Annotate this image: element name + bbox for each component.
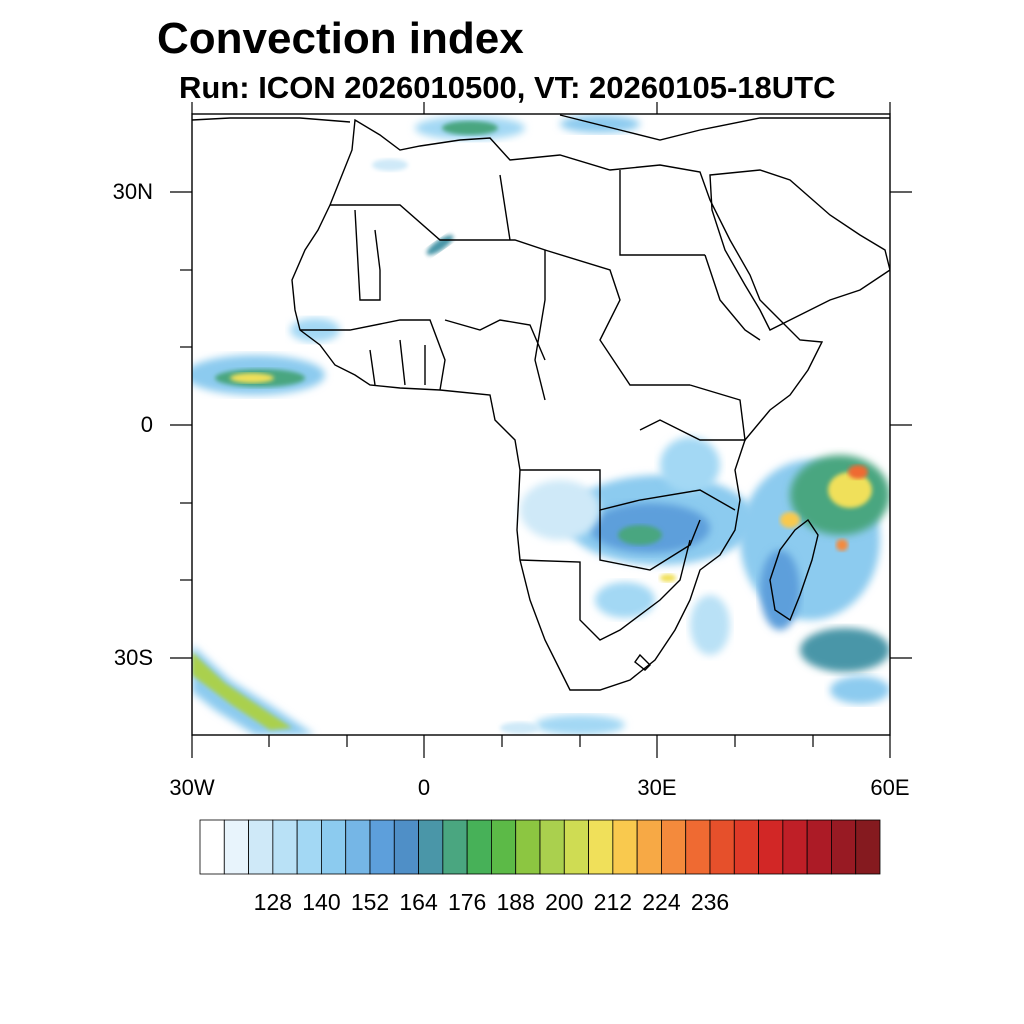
field-blob [660, 574, 676, 582]
border [369, 339, 426, 386]
field-blob [618, 525, 662, 545]
country-borders [192, 114, 890, 691]
x-tick-label: 0 [417, 775, 431, 800]
colorbar-swatch [296, 819, 322, 875]
map-frame [191, 113, 891, 736]
colorbar-tick-label: 224 [642, 889, 681, 915]
chart-title: Convection index [157, 14, 524, 63]
field-blob [426, 234, 454, 256]
colorbar-swatch [855, 819, 881, 875]
border [330, 204, 546, 401]
colorbar-tick-label: 140 [302, 889, 341, 915]
colorbar-swatch [223, 819, 249, 875]
colorbar-swatch [491, 819, 517, 875]
colorbar-swatch [466, 819, 492, 875]
colorbar-swatch [758, 819, 784, 875]
border [520, 469, 736, 511]
colorbar-swatch [588, 819, 614, 875]
field-blob [500, 722, 540, 734]
field-blob [442, 121, 498, 135]
field-blob [372, 159, 408, 171]
colorbar-tick-label: 164 [399, 889, 438, 915]
field-blob [690, 595, 730, 655]
colorbar-swatch [369, 819, 395, 875]
colorbar-swatch [612, 819, 638, 875]
x-tick-label: 30E [637, 775, 677, 800]
colorbar-swatch [563, 819, 589, 875]
field-blob [535, 715, 625, 735]
x-tick-label: 60E [870, 775, 910, 800]
border [354, 209, 381, 301]
convection-field [192, 115, 890, 735]
y-tick-label: 30S [113, 645, 153, 670]
colorbar-swatch [685, 819, 711, 875]
colorbar-tick-label: 152 [350, 889, 390, 915]
colorbar-swatch [733, 819, 759, 875]
x-tick-label: 30W [169, 775, 215, 800]
axis-ticks [170, 102, 912, 758]
field-blob [800, 628, 890, 672]
colorbar-swatch [272, 819, 298, 875]
africa-coastline [291, 118, 824, 691]
colorbar-swatch [539, 819, 565, 875]
field-blob [760, 550, 800, 630]
field-blob [828, 472, 872, 508]
border [300, 319, 446, 391]
field-blob [192, 652, 292, 730]
colorbar-tick-label: 188 [496, 889, 535, 915]
colorbar-swatch [782, 819, 808, 875]
colorbar-tick-label: 176 [447, 889, 487, 915]
colorbar-tick-label: 212 [593, 889, 633, 915]
y-tick-label: 30N [112, 179, 153, 204]
colorbar-swatch [806, 819, 832, 875]
field-blob [836, 539, 848, 551]
colorbar-swatch [831, 819, 857, 875]
colorbar-swatch [442, 819, 468, 875]
southern-europe [192, 114, 890, 141]
chart-subtitle: Run: ICON 2026010500, VT: 20260105-18UTC [179, 70, 836, 105]
colorbar-swatch [709, 819, 735, 875]
field-blob [595, 582, 655, 618]
arabian-peninsula [709, 169, 890, 331]
border [444, 319, 546, 361]
border [704, 254, 761, 341]
colorbar-swatch [515, 819, 541, 875]
colorbar-swatch [345, 819, 371, 875]
colorbar-tick-label: 200 [545, 889, 584, 915]
border [544, 249, 690, 386]
border [634, 653, 651, 671]
colorbar-swatch [418, 819, 444, 875]
madagascar [769, 518, 819, 622]
colorbar-swatch [393, 819, 419, 875]
colorbar [199, 819, 881, 875]
colorbar-swatch [321, 819, 347, 875]
colorbar-tick-label: 128 [253, 889, 293, 915]
border [639, 384, 746, 441]
field-blob [830, 676, 890, 704]
y-tick-label: 0 [140, 412, 153, 437]
field-blob [230, 373, 274, 383]
field-blob [660, 437, 720, 493]
field-blob [848, 465, 868, 479]
border [519, 539, 691, 641]
border [599, 510, 701, 571]
field-blob [520, 480, 600, 540]
colorbar-swatch [248, 819, 274, 875]
colorbar-swatch [661, 819, 687, 875]
border [499, 170, 705, 256]
field-blob [192, 645, 315, 735]
field-blob [780, 512, 800, 528]
colorbar-swatch [636, 819, 662, 875]
colorbar-tick-label: 236 [690, 889, 730, 915]
colorbar-swatch [199, 819, 225, 875]
